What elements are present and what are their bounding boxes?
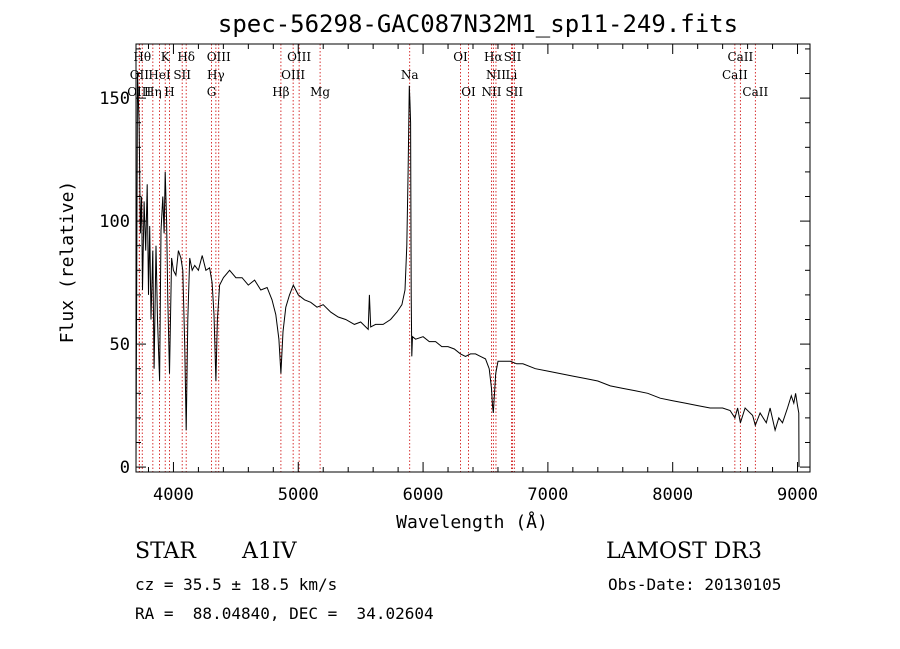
spectral-line-label: OIII bbox=[287, 50, 311, 64]
spectral-line-label: H bbox=[164, 85, 174, 99]
spectral-line-label: NII bbox=[486, 68, 506, 82]
y-axis-label: Flux (relative) bbox=[57, 181, 78, 344]
spectral-line-label: CaII bbox=[722, 68, 748, 82]
survey-name: LAMOST DR3 bbox=[606, 539, 762, 564]
x-tick-label: 5000 bbox=[278, 485, 319, 505]
redshift-cz: cz = 35.5 ± 18.5 km/s bbox=[135, 575, 338, 594]
spectral-line-label: G bbox=[207, 85, 217, 99]
spectral-line-label: SII bbox=[173, 68, 191, 82]
spectral-line-label: SII bbox=[504, 50, 522, 64]
spectral-line-label: K bbox=[161, 50, 171, 64]
y-tick-label: 150 bbox=[99, 89, 130, 109]
spectral-line-label: OIII bbox=[127, 85, 151, 99]
observation-date: Obs-Date: 20130105 bbox=[608, 575, 782, 594]
y-axis-ticks: 0 50 100 150 bbox=[99, 48, 810, 478]
spectral-line-label: OII bbox=[130, 68, 150, 82]
spectral-line-label: Hβ bbox=[272, 85, 289, 99]
x-tick-label: 6000 bbox=[403, 485, 444, 505]
x-tick-label: 8000 bbox=[652, 485, 693, 505]
spectral-line-label: SII bbox=[505, 85, 523, 99]
spectral-line-label: Hδ bbox=[177, 50, 195, 64]
spectral-line-label: Hθ bbox=[133, 50, 151, 64]
spectral-line-label: CaII bbox=[727, 50, 753, 64]
spectral-line-label: Hη bbox=[144, 85, 162, 99]
coordinates: RA = 88.04840, DEC = 34.02604 bbox=[135, 604, 434, 623]
y-tick-label: 100 bbox=[99, 212, 130, 232]
chart-title: spec-56298-GAC087N32M1_sp11-249.fits bbox=[218, 10, 738, 38]
spectral-line-label: HeI bbox=[148, 68, 171, 82]
spectral-line-label: Mg bbox=[310, 85, 330, 99]
y-tick-label: 0 bbox=[120, 458, 130, 478]
x-tick-label: 7000 bbox=[527, 485, 568, 505]
spectral-line-label: Na bbox=[401, 68, 419, 82]
x-tick-label: 4000 bbox=[153, 485, 194, 505]
object-subclass: A1IV bbox=[242, 539, 297, 564]
spectral-line-label: Li bbox=[506, 68, 518, 82]
spectral-line-label: OIII bbox=[281, 68, 305, 82]
spectral-line-label: OI bbox=[461, 85, 476, 99]
spectrum-series-line bbox=[135, 73, 800, 468]
spectral-line-label: OI bbox=[453, 50, 468, 64]
spectral-line-label: NII bbox=[481, 85, 501, 99]
x-axis-ticks: 4000 5000 6000 7000 8000 9000 bbox=[147, 44, 818, 505]
spectral-line-label: Hα bbox=[484, 50, 503, 64]
spectral-line-label: OIII bbox=[207, 50, 231, 64]
x-axis-label: Wavelength (Å) bbox=[396, 511, 548, 533]
spectral-line-label: CaII bbox=[742, 85, 768, 99]
spectral-line-label: Hγ bbox=[207, 68, 225, 82]
object-class: STAR bbox=[135, 539, 196, 564]
y-tick-label: 50 bbox=[110, 335, 130, 355]
x-tick-label: 9000 bbox=[777, 485, 818, 505]
spectral-line-markers bbox=[138, 44, 756, 472]
